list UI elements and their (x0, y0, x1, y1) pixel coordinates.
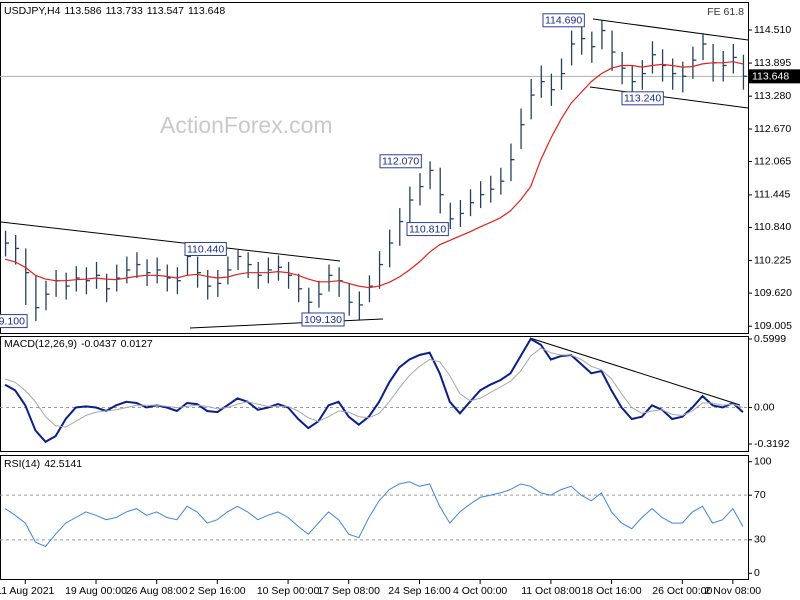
panel-readout: 113.586 (64, 5, 101, 17)
moving-average (4, 61, 744, 289)
price-annotation: 113.240 (624, 93, 661, 105)
indicator-line (4, 337, 744, 444)
price-annotation-box (184, 241, 227, 256)
y-tick-label: 114.510 (754, 24, 791, 36)
price-annotation-box (0, 314, 28, 329)
y-tick-label: 111.445 (754, 189, 791, 201)
x-tick-label: 19 Aug 00:00 (65, 585, 127, 597)
y-tick-label: 112.065 (754, 155, 791, 167)
x-tick-label: 11 Aug 2021 (0, 585, 55, 597)
indicator-line (4, 347, 744, 428)
y-tick-label: 0.5999 (754, 333, 786, 345)
last-price-box (749, 69, 800, 84)
price-annotation: 110.810 (409, 223, 446, 235)
panel-header: RSI(14) 42.5141 (4, 458, 82, 470)
y-tick-label: 112.670 (754, 123, 791, 135)
panel-header: MACD(12,26,9) -0.0437 0.0127 (4, 338, 153, 350)
panel-readout: 113.648 (188, 5, 225, 17)
price-annotation-box (379, 154, 422, 169)
panel-readout: 0.0127 (121, 338, 153, 350)
last-price-label: 113.648 (752, 71, 789, 83)
rsi-panel-frame (0, 455, 749, 580)
y-tick-label: 113.280 (754, 90, 791, 102)
panel-readout: 42.5141 (44, 458, 82, 470)
x-tick-label: 17 Sep 08:00 (317, 585, 380, 597)
macd-panel-frame (0, 336, 749, 452)
price-annotation: 109.130 (304, 314, 342, 326)
panel-header: USDJPY,H4 113.586 113.733 113.547 113.648 (4, 5, 225, 17)
y-tick-label: 109.620 (754, 287, 792, 299)
x-tick-label: 10 Sep 00:00 (257, 585, 320, 597)
panel-title: USDJPY,H4 (4, 5, 61, 17)
x-tick-label: 26 Oct 00:00 (652, 585, 712, 597)
x-tick-label: 4 Oct 00:00 (453, 585, 507, 597)
price-annotation-box (301, 312, 345, 327)
panel-title: MACD(12,26,9) (4, 338, 77, 350)
price-annotation: 114.690 (545, 15, 582, 27)
x-tick-label: 2 Sep 16:00 (189, 585, 246, 597)
trendline-lower-left (189, 318, 384, 329)
macd-trendline (529, 337, 741, 406)
channel-lower (589, 86, 749, 109)
watermark: ActionForex.com (160, 112, 333, 138)
channel-upper (592, 18, 749, 41)
price-annotation-box (406, 222, 449, 237)
y-tick-label: 70 (754, 489, 766, 501)
y-tick-label: 110.840 (754, 221, 791, 233)
price-annotation-box (621, 91, 664, 106)
price-annotation: 109.100 (0, 315, 25, 327)
price-panel-frame (0, 2, 749, 334)
trendline-upper-left (0, 221, 341, 262)
y-tick-label: 113.895 (754, 57, 791, 69)
indicator-line (4, 481, 744, 548)
panel-readout: 113.547 (147, 5, 184, 17)
y-tick-label: 0 (754, 567, 760, 579)
price-annotation: 112.070 (382, 156, 419, 168)
y-tick-label: 109.005 (754, 320, 792, 332)
x-tick-label: 11 Oct 08:00 (521, 585, 581, 597)
y-tick-label: -0.3192 (754, 438, 790, 450)
y-tick-label: 100 (754, 455, 772, 467)
panel-readout: -0.0437 (81, 338, 117, 350)
x-tick-label: 18 Oct 16:00 (581, 585, 641, 597)
panel-title: RSI(14) (4, 458, 40, 470)
fibo-label: FE 61.8 (707, 6, 744, 18)
y-tick-label: 0.00 (754, 401, 775, 413)
x-tick-label: 24 Sep 16:00 (388, 585, 451, 597)
y-tick-label: 30 (754, 534, 766, 546)
price-annotation-box (542, 13, 585, 28)
panel-readout: 113.733 (106, 5, 143, 17)
price-annotation: 110.440 (187, 243, 224, 255)
x-tick-label: 2 Nov 08:00 (705, 585, 762, 597)
y-tick-label: 110.225 (754, 254, 791, 266)
x-tick-label: 26 Aug 08:00 (126, 585, 188, 597)
